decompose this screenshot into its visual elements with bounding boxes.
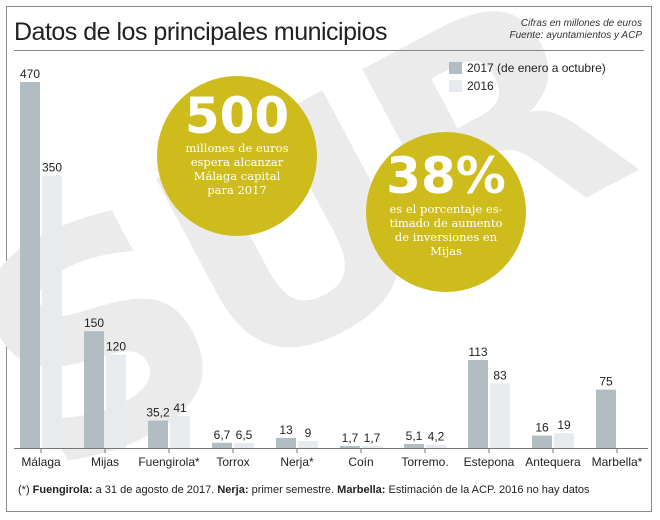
bar-2017 — [340, 446, 360, 448]
callout-bubble — [366, 132, 526, 292]
callout-text-line: Mijas — [430, 244, 462, 258]
callout-text-line: de inversiones en — [395, 230, 498, 244]
callout-text-line: timado de aumento — [390, 216, 503, 230]
footnote-fuengirola-text: a 31 de agosto de 2017. — [92, 484, 215, 496]
callout-value: 38% — [386, 147, 506, 205]
data-label: 9 — [305, 426, 312, 440]
callout-text-line: Málaga capital — [194, 169, 281, 183]
x-tick-label: Torrox — [216, 455, 249, 469]
x-tick-label: Málaga — [21, 455, 61, 469]
title-divider — [14, 50, 644, 51]
bar-2016 — [234, 442, 254, 448]
bar-2016 — [42, 175, 62, 448]
x-tick-label: Nerja* — [280, 455, 314, 469]
bar-2017 — [596, 389, 616, 448]
data-label: 120 — [106, 340, 126, 354]
data-label: 4,2 — [428, 430, 445, 444]
data-label: 83 — [493, 368, 507, 382]
chart-title: Datos de los principales municipios — [14, 18, 387, 46]
x-tick-label: Torremo. — [401, 455, 448, 469]
footnote-fuengirola-label: Fuengirola: — [32, 484, 93, 496]
data-label: 150 — [84, 316, 104, 330]
x-tick-label: Estepona — [464, 455, 515, 469]
legend: 2017 (de enero a octubre) 2016 — [449, 61, 606, 93]
data-label: 113 — [468, 345, 487, 359]
callout-text-line: millones de euros — [186, 141, 289, 155]
bar-2017 — [20, 82, 40, 448]
footnote-nerja-label: Nerja: — [217, 484, 249, 496]
data-label: 1,7 — [342, 431, 359, 445]
footnote-marbella-text: Estimación de la ACP. 2016 no hay datos — [385, 484, 590, 496]
callout-value: 500 — [185, 87, 289, 145]
bar-2017 — [212, 442, 232, 448]
bar-2017 — [468, 360, 488, 448]
bar-2016 — [170, 416, 190, 448]
data-label: 19 — [557, 418, 571, 432]
data-label: 6,5 — [236, 428, 253, 442]
data-label: 470 — [20, 67, 40, 81]
footnote-marbella-label: Marbella: — [337, 484, 386, 496]
x-tick-label: Antequera — [525, 455, 581, 469]
bar-2017 — [276, 437, 296, 448]
x-tick-label: Marbella* — [592, 455, 643, 469]
footnote-prefix: (*) — [18, 484, 30, 496]
data-label: 5,1 — [406, 429, 423, 443]
callout-bubble — [157, 76, 317, 236]
bar-2016 — [554, 433, 574, 448]
callout-text-line: espera alcanzar — [191, 155, 284, 169]
callout-text-line: para 2017 — [207, 183, 267, 197]
source-note: Fuente: ayuntamientos y ACP — [509, 30, 642, 41]
data-label: 6,7 — [214, 428, 231, 442]
legend-label: 2016 — [467, 79, 494, 93]
legend-label: 2017 (de enero a octubre) — [467, 61, 606, 75]
legend-swatch-2016 — [449, 80, 462, 92]
x-tick-label: Coín — [348, 455, 373, 469]
bar-2017 — [84, 331, 104, 448]
bar-2016 — [490, 383, 510, 448]
legend-swatch-2017 — [449, 62, 462, 74]
data-label: 350 — [42, 160, 62, 174]
bar-2017 — [404, 444, 424, 448]
data-label: 41 — [173, 401, 187, 415]
data-label: 1,7 — [364, 431, 381, 445]
data-label: 75 — [599, 375, 613, 389]
x-tick-label: Fuengirola* — [138, 455, 200, 469]
bar-2016 — [362, 446, 382, 448]
bar-2016 — [298, 440, 318, 448]
x-tick-label: Mijas — [91, 455, 119, 469]
bar-2017 — [148, 420, 168, 448]
footnote-nerja-text: primer semestre. — [248, 484, 335, 496]
bar-2016 — [426, 444, 446, 448]
data-label: 13 — [279, 423, 293, 437]
bar-2017 — [532, 435, 552, 448]
bar-2016 — [106, 354, 126, 448]
callout-text-line: es el porcentaje es- — [389, 202, 502, 216]
data-label: 16 — [535, 421, 549, 435]
units-note: Cifras en millones de euros — [520, 18, 642, 29]
footnote: (*) Fuengirola: a 31 de agosto de 2017. … — [18, 484, 590, 496]
data-label: 35,2 — [146, 406, 170, 420]
